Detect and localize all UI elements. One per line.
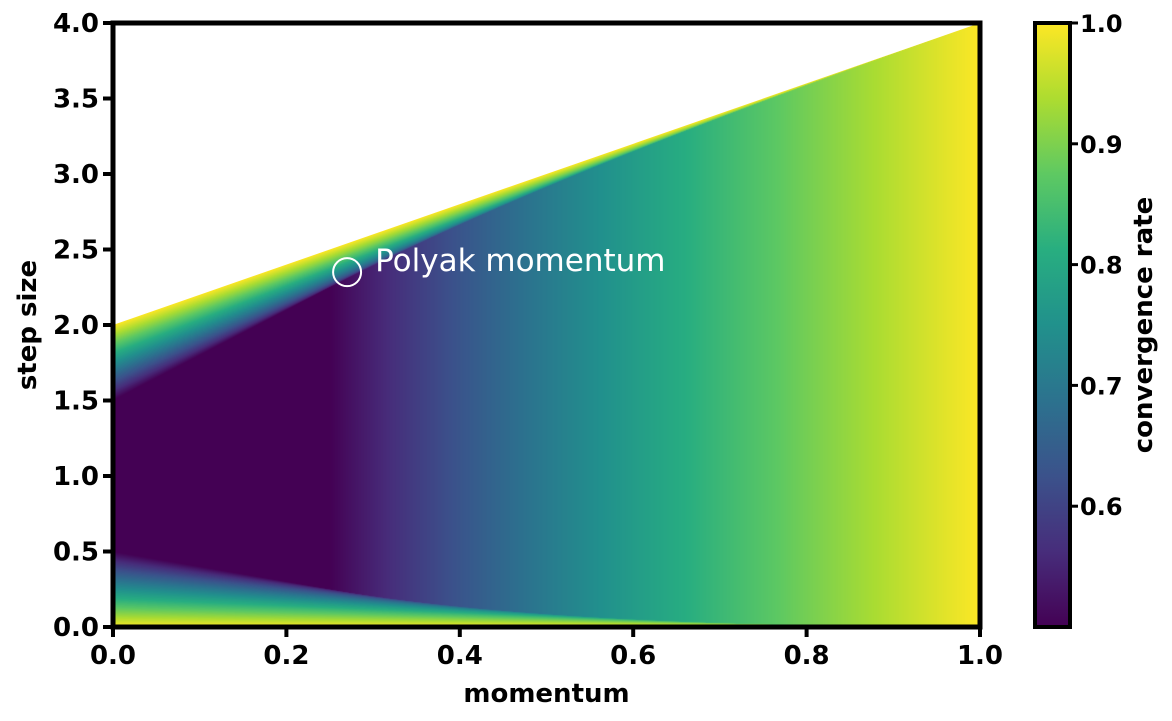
- x-tick-label: 0.6: [610, 641, 656, 671]
- x-axis-label: momentum: [463, 679, 629, 709]
- y-tick-label: 0.5: [53, 538, 99, 568]
- y-tick-label: 0.0: [53, 613, 99, 643]
- x-tick-label: 0.2: [263, 641, 309, 671]
- x-axis: 0.0 0.2 0.4 0.6 0.8 1.0: [90, 627, 1003, 671]
- x-tick-label: 1.0: [957, 641, 1003, 671]
- y-tick-label: 4.0: [53, 9, 99, 39]
- plot-area: Polyak momentum 0.0 0.2 0.4 0.6 0.8 1.0 0.00.…: [13, 9, 1003, 709]
- y-tick-label: 1.5: [53, 387, 99, 417]
- y-axis: 0.0 0.5 1.0 1.5 2.0 2.5 3.0 3.5 4.0: [53, 9, 113, 643]
- y-axis-label: step size: [13, 260, 43, 390]
- heatmap-image: [113, 23, 980, 627]
- annotation-label: Polyak momentum: [375, 243, 665, 279]
- y-tick-label: 3.0: [53, 160, 99, 190]
- colorbar-tick-label: 0.9: [1080, 131, 1123, 159]
- colorbar-label: convergence rate: [1129, 197, 1159, 453]
- colorbar-tick-label: 0.6: [1080, 493, 1123, 521]
- colorbar-tick-label: 1.0: [1080, 10, 1123, 38]
- colorbar-frame: [1033, 21, 1072, 629]
- y-tick-label: 2.5: [53, 236, 99, 266]
- annotation-marker: [332, 257, 363, 288]
- y-tick-label: 3.5: [53, 85, 99, 115]
- x-tick-label: 0.8: [784, 641, 830, 671]
- colorbar-tick-label: 0.8: [1080, 252, 1123, 280]
- colorbar-ticks: 0.6 0.7 0.8 0.9 1.0: [1070, 10, 1123, 521]
- x-tick-label: 0.0: [90, 641, 136, 671]
- colorbar-gradient: [1035, 23, 1070, 627]
- colorbar-tick-label: 0.7: [1080, 372, 1123, 400]
- colorbar: 0.6 0.7 0.8 0.9 1.0 convergence rate: [1033, 10, 1159, 629]
- y-tick-label: 2.0: [53, 311, 99, 341]
- x-tick-label: 0.4: [437, 641, 483, 671]
- y-tick-label: 1.0: [53, 462, 99, 492]
